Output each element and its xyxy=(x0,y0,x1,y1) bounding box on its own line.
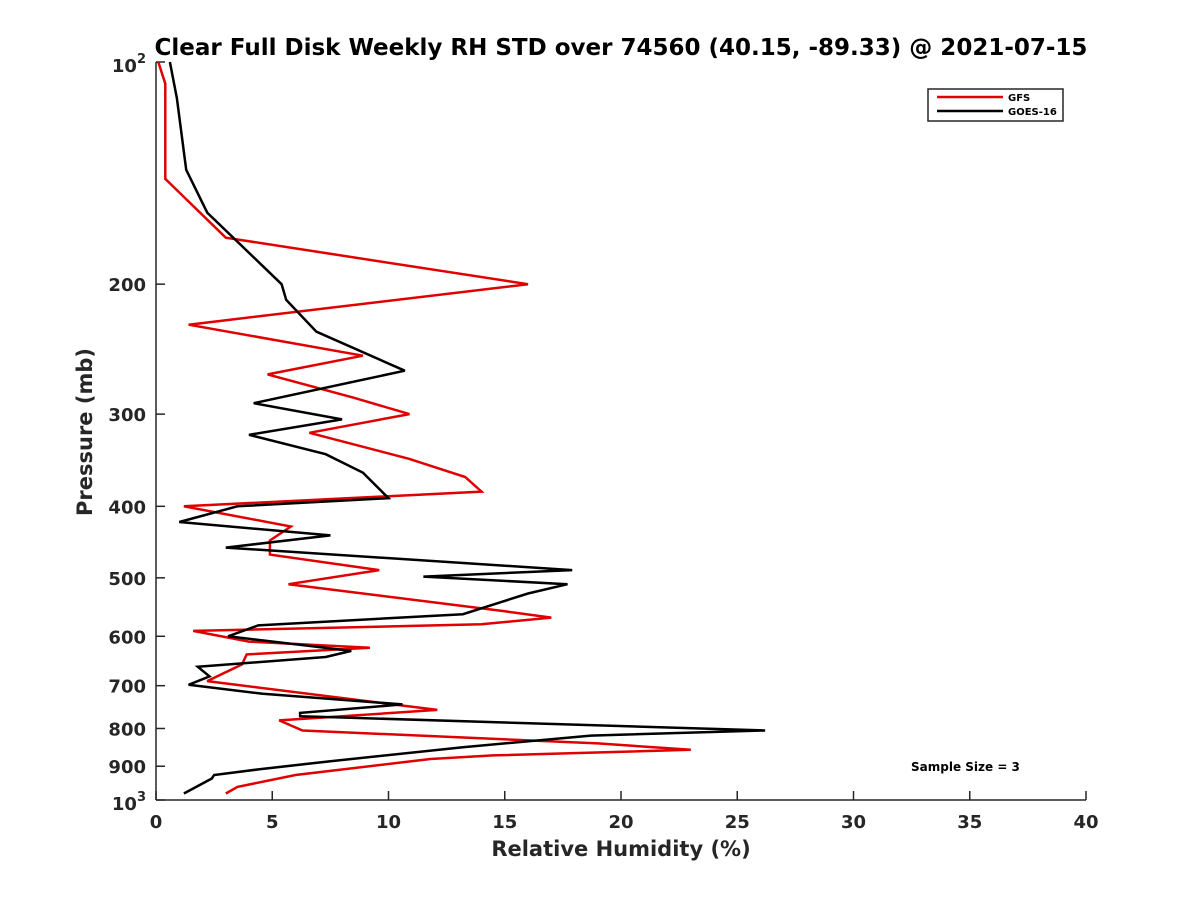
x-tick-label: 20 xyxy=(608,812,633,833)
x-tick-label: 35 xyxy=(957,812,982,833)
series-line-gfs xyxy=(157,61,691,795)
y-ticks: 200 300 400 500 600 700 800 900 102 103 xyxy=(108,52,165,815)
x-ticks: 0 5 10 15 20 25 30 35 40 xyxy=(150,791,1099,833)
plot-area: 0 5 10 15 20 25 30 35 40 200 300 400 500 600 700 800 90… xyxy=(108,52,1098,833)
y-tick-label: 800 xyxy=(108,719,146,740)
y-tick-label: 400 xyxy=(108,497,146,518)
x-tick-label: 40 xyxy=(1073,812,1098,833)
legend: GFS GOES-16 xyxy=(927,88,1064,122)
x-axis-label: Relative Humidity (%) xyxy=(491,837,750,861)
y-tick-label: 500 xyxy=(108,569,146,590)
legend-label-goes-16: GOES-16 xyxy=(1008,107,1057,118)
y-decade-tick-label: 102 xyxy=(112,52,146,77)
y-tick-label: 300 xyxy=(108,405,146,426)
y-tick-label: 600 xyxy=(108,627,146,648)
chart-title: Clear Full Disk Weekly RH STD over 74560… xyxy=(155,35,1088,61)
series-lines xyxy=(157,61,766,795)
y-tick-label: 900 xyxy=(108,757,146,778)
x-tick-label: 25 xyxy=(725,812,750,833)
y-tick-label: 700 xyxy=(108,677,146,698)
sample-size-annotation: Sample Size = 3 xyxy=(911,760,1020,774)
y-axis-label: Pressure (mb) xyxy=(73,348,97,516)
x-tick-label: 10 xyxy=(376,812,401,833)
y-decade-tick-label: 103 xyxy=(112,790,146,815)
y-tick-label: 200 xyxy=(108,275,146,296)
x-tick-label: 15 xyxy=(492,812,517,833)
x-tick-label: 30 xyxy=(841,812,866,833)
legend-label-gfs: GFS xyxy=(1008,93,1030,104)
legend-box xyxy=(927,88,1064,122)
x-tick-label: 5 xyxy=(266,812,279,833)
x-tick-label: 0 xyxy=(150,812,163,833)
series-line-goes-16 xyxy=(168,61,766,795)
